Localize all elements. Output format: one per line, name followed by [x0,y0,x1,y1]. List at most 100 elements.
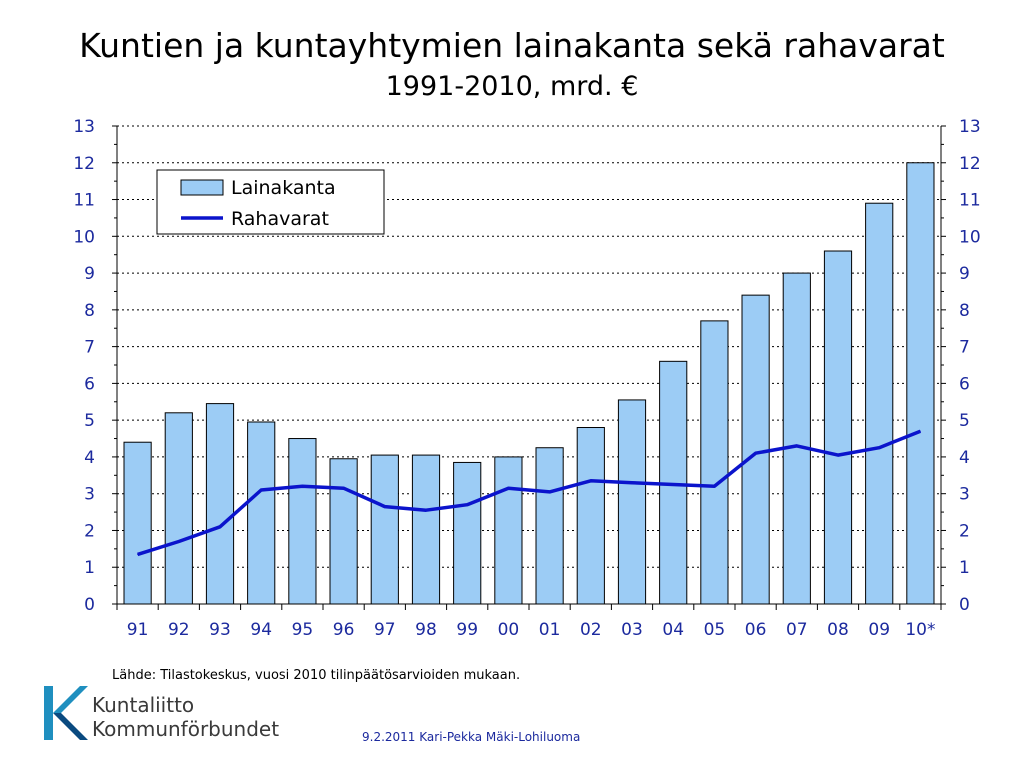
y-tick-label-left: 4 [84,448,95,468]
y-tick-label-right: 1 [959,558,970,578]
source-note: Lähde: Tilastokeskus, vuosi 2010 tilinpä… [112,668,521,683]
x-tick-label: 03 [621,620,643,640]
x-tick-label: 94 [250,620,272,640]
x-tick-label: 95 [292,620,314,640]
point-rahavarat-92 [178,540,180,542]
x-tick-label: 06 [745,620,767,640]
y-tick-label-right: 8 [959,301,970,321]
point-rahavarat-99 [466,504,468,506]
point-rahavarat-91 [137,553,139,555]
x-tick-label: 02 [580,620,602,640]
line-series-rahavarat [137,429,922,557]
bar-91 [123,441,152,605]
point-rahavarat-00 [507,487,509,489]
y-tick-label-right: 12 [959,154,981,174]
y-tick-label-right: 11 [959,191,981,211]
bar-92 [164,412,193,605]
chart-subtitle: 1991-2010, mrd. € [385,71,639,102]
x-tick-label: 97 [374,620,396,640]
bar-07 [782,272,811,605]
point-rahavarat-93 [219,526,221,528]
y-tick-label-right: 13 [959,117,981,137]
kuntaliitto-logo-icon [44,686,88,740]
y-tick-label-right: 3 [959,485,970,505]
y-tick-label-right: 0 [959,595,970,615]
x-tick-label: 07 [786,620,808,640]
legend-label-lainakanta: Lainakanta [231,177,336,199]
bar-95 [288,438,317,605]
chart-title: Kuntien ja kuntayhtymien lainakanta sekä… [79,26,945,65]
bar-05 [700,320,729,605]
x-tick-label: 10* [905,620,935,640]
x-tick-label: 00 [498,620,520,640]
point-rahavarat-05 [713,485,715,487]
y-tick-label-left: 7 [84,338,95,358]
bar-00 [494,456,523,605]
y-tick-label-left: 10 [73,227,95,247]
point-rahavarat-03 [631,482,633,484]
point-rahavarat-01 [549,491,551,493]
x-tick-label: 91 [127,620,149,640]
line-rahavarat [137,429,922,557]
point-rahavarat-08 [837,454,839,456]
point-rahavarat-97 [384,506,386,508]
y-tick-label-left: 8 [84,301,95,321]
x-tick-label: 93 [209,620,231,640]
point-rahavarat-02 [590,480,592,482]
point-rahavarat-94 [260,489,262,491]
bar-98 [411,454,441,605]
y-tick-label-right: 6 [959,374,970,394]
bar-94 [247,421,276,605]
bar-97 [370,454,399,605]
y-tick-label-right: 4 [959,448,970,468]
x-tick-label: 04 [662,620,684,640]
point-rahavarat-10* [919,430,921,432]
y-tick-label-right: 5 [959,411,970,431]
y-tick-label-left: 11 [73,191,95,211]
legend-swatch-lainakanta [180,179,224,196]
y-tick-label-left: 2 [84,521,95,541]
y-tick-label-left: 3 [84,485,95,505]
point-rahavarat-06 [755,452,757,454]
y-tick-label-left: 0 [84,595,95,615]
bar-09 [865,202,894,605]
x-tick-label: 08 [827,620,849,640]
bar-96 [329,458,358,605]
logo-text-line1: Kuntaliitto [92,693,195,717]
bar-series-lainakanta [123,162,935,605]
y-tick-label-right: 9 [959,264,970,284]
footer-text: 9.2.2011 Kari-Pekka Mäki-Lohiluoma [362,730,581,744]
x-tick-label: 92 [168,620,190,640]
bar-99 [453,461,482,605]
bar-06 [741,294,770,605]
x-tick-label: 99 [456,620,478,640]
kuntaliitto-logo: Kuntaliitto Kommunförbundet [42,684,292,744]
point-rahavarat-98 [425,509,427,511]
x-tick-label: 05 [704,620,726,640]
x-tick-label: 96 [333,620,355,640]
logo-text-line2: Kommunförbundet [92,717,280,741]
x-tick-label: 98 [415,620,437,640]
y-tick-label-right: 10 [959,227,981,247]
bar-02 [576,427,605,605]
y-tick-label-right: 7 [959,338,970,358]
point-rahavarat-95 [301,485,303,487]
y-tick-label-right: 2 [959,521,970,541]
legend-label-rahavarat: Rahavarat [231,208,329,230]
y-tick-label-left: 13 [73,117,95,137]
bar-01 [535,447,564,605]
y-tick-label-left: 1 [84,558,95,578]
x-tick-label: 01 [539,620,561,640]
y-tick-label-left: 6 [84,374,95,394]
point-rahavarat-09 [878,447,880,449]
bar-93 [205,403,235,605]
legend: Lainakanta Rahavarat [156,169,385,235]
bar-03 [617,399,647,605]
y-tick-label-left: 5 [84,411,95,431]
point-rahavarat-07 [796,445,798,447]
y-tick-label-left: 9 [84,264,95,284]
bar-08 [823,250,853,605]
x-tick-label: 09 [868,620,890,640]
